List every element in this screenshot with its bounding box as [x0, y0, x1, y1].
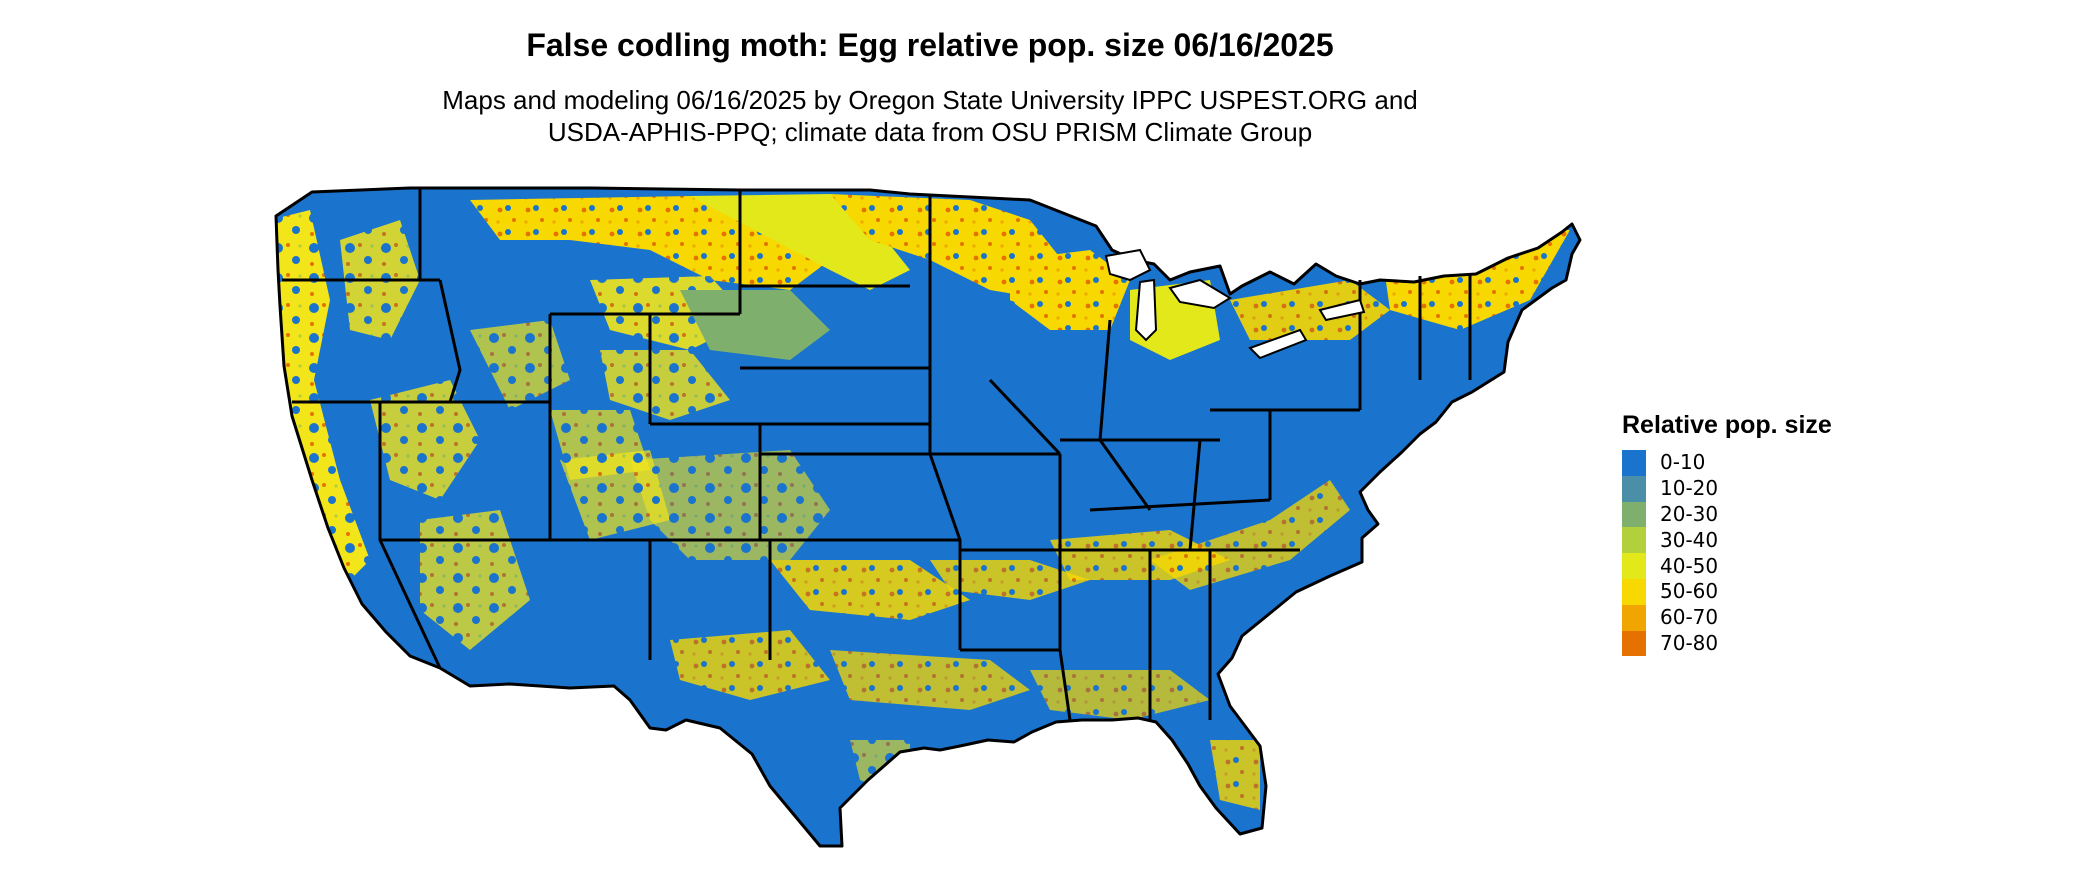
legend-swatch [1622, 578, 1646, 605]
legend-swatch [1622, 450, 1646, 476]
legend-item-40-50: 40-50 [1622, 553, 1882, 579]
legend-label: 50-60 [1660, 579, 1719, 604]
legend-label: 0-10 [1660, 450, 1706, 475]
state-borders [274, 186, 1582, 848]
subtitle-line-1: Maps and modeling 06/16/2025 by Oregon S… [442, 85, 1418, 115]
legend-item-70-80: 70-80 [1622, 630, 1882, 657]
legend-item-50-60: 50-60 [1622, 578, 1882, 605]
us-map-svg [274, 186, 1582, 848]
legend-swatch [1622, 604, 1646, 631]
legend-label: 20-30 [1660, 501, 1719, 526]
map-subtitle: Maps and modeling 06/16/2025 by Oregon S… [0, 84, 1860, 148]
legend: Relative pop. size 0-10 10-20 20-30 30-4… [1622, 410, 1882, 657]
legend-label: 60-70 [1660, 605, 1719, 630]
legend-swatch [1622, 553, 1646, 579]
legend-swatch [1622, 475, 1646, 502]
legend-item-20-30: 20-30 [1622, 501, 1882, 528]
subtitle-line-2: USDA-APHIS-PPQ; climate data from OSU PR… [547, 117, 1313, 147]
legend-swatch [1622, 501, 1646, 528]
map-title: False codling moth: Egg relative pop. si… [526, 27, 1334, 63]
us-map [270, 180, 1590, 890]
legend-label: 10-20 [1660, 476, 1719, 501]
legend-swatch [1622, 527, 1646, 554]
legend-label: 30-40 [1660, 527, 1719, 552]
legend-swatch [1622, 630, 1646, 657]
legend-item-10-20: 10-20 [1622, 475, 1882, 502]
legend-label: 40-50 [1660, 553, 1719, 578]
legend-label: 70-80 [1660, 630, 1719, 655]
legend-title: Relative pop. size [1622, 411, 1832, 439]
legend-item-60-70: 60-70 [1622, 604, 1882, 631]
legend-item-30-40: 30-40 [1622, 527, 1882, 554]
legend-item-0-10: 0-10 [1622, 450, 1882, 476]
great-lakes [1104, 248, 1366, 360]
